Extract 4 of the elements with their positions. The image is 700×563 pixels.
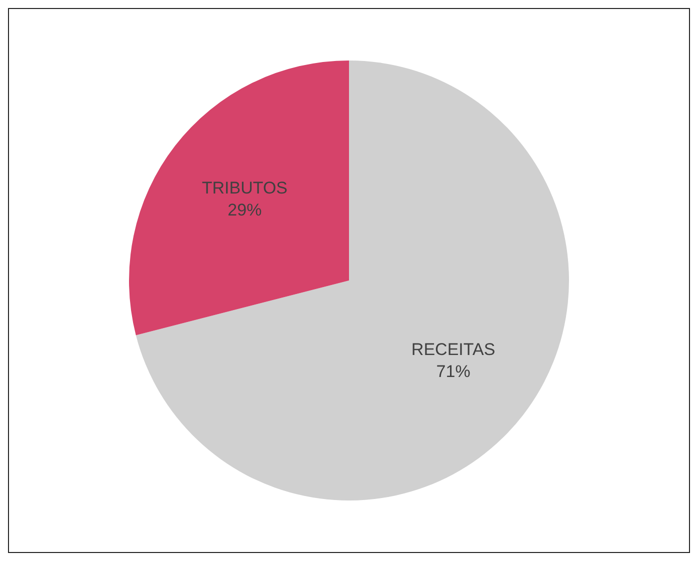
slice-label: TRIBUTOS <box>202 178 288 198</box>
data-label: 29% <box>228 200 262 220</box>
data-label: 71% <box>436 362 470 382</box>
slice-label: RECEITAS <box>411 340 496 360</box>
